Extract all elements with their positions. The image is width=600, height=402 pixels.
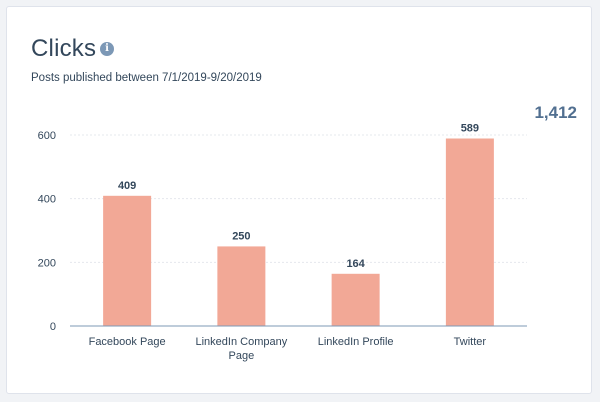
- category-label: Facebook Page: [89, 336, 166, 348]
- info-icon[interactable]: i: [100, 42, 114, 56]
- data-label: 164: [346, 258, 365, 270]
- category-label-line: Facebook Page: [89, 336, 166, 348]
- card-title: Clicks: [31, 35, 97, 62]
- category-label: LinkedIn Company Page: [196, 336, 288, 362]
- bars: [103, 138, 494, 326]
- total-clicks: 1,412: [534, 103, 577, 122]
- category-label-line: Page: [229, 350, 255, 362]
- y-axis-ticks: 0 200 400 600: [38, 130, 56, 333]
- y-tick-label: 200: [38, 257, 56, 269]
- card-subtitle: Posts published between 7/1/2019-9/20/20…: [31, 72, 262, 84]
- bar: [445, 138, 494, 326]
- y-tick-label: 600: [38, 130, 56, 142]
- category-label: Twitter: [454, 336, 487, 348]
- data-label: 589: [461, 123, 479, 135]
- bar: [331, 273, 380, 326]
- data-label: 409: [118, 180, 136, 192]
- y-tick-label: 400: [38, 194, 56, 206]
- data-label: 250: [232, 230, 250, 242]
- category-label-line: LinkedIn Profile: [318, 336, 394, 348]
- category-label-line: Twitter: [454, 336, 487, 348]
- data-labels: 409 250 164 589: [118, 123, 479, 270]
- category-label: LinkedIn Profile: [318, 336, 394, 348]
- category-label-line: LinkedIn Company: [196, 336, 288, 348]
- bar: [103, 195, 152, 326]
- y-tick-label: 0: [50, 321, 56, 333]
- bar: [217, 246, 266, 326]
- x-axis-categories: Facebook Page LinkedIn Company PageLinkedI…: [89, 336, 487, 362]
